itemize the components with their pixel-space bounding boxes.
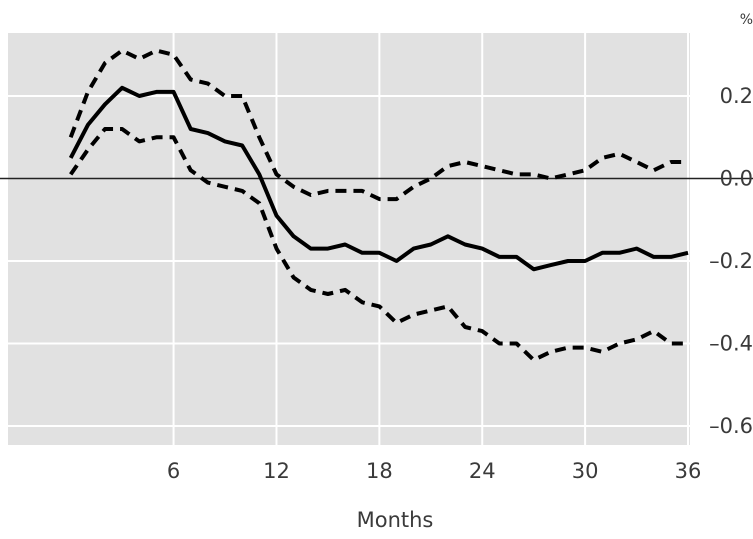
x-axis-title: Months bbox=[357, 508, 434, 532]
y-tick-labels: 0.2 0.0 –0.2 –0.4 –0.6 bbox=[709, 84, 753, 438]
grid-lines bbox=[8, 33, 690, 445]
x-tick-label: 18 bbox=[366, 459, 393, 483]
x-tick-labels: 6 12 18 24 30 36 bbox=[167, 459, 701, 483]
series-band-line-2 bbox=[69, 127, 688, 362]
x-tick-label: 30 bbox=[572, 459, 599, 483]
series-lines bbox=[68, 48, 689, 362]
y-tick-label: –0.4 bbox=[709, 332, 753, 356]
series-band-line-1 bbox=[68, 48, 688, 202]
series-main-line bbox=[68, 85, 689, 272]
x-tick-label: 6 bbox=[167, 459, 180, 483]
y-tick-label: –0.6 bbox=[709, 414, 753, 438]
x-tick-label: 24 bbox=[469, 459, 496, 483]
y-tick-label: 0.0 bbox=[720, 167, 753, 191]
x-tick-label: 36 bbox=[675, 459, 702, 483]
y-tick-label: –0.2 bbox=[709, 249, 753, 273]
y-unit-label: % bbox=[740, 12, 753, 28]
x-tick-label: 12 bbox=[263, 459, 290, 483]
y-tick-label: 0.2 bbox=[720, 84, 753, 108]
plot-background bbox=[8, 33, 690, 445]
